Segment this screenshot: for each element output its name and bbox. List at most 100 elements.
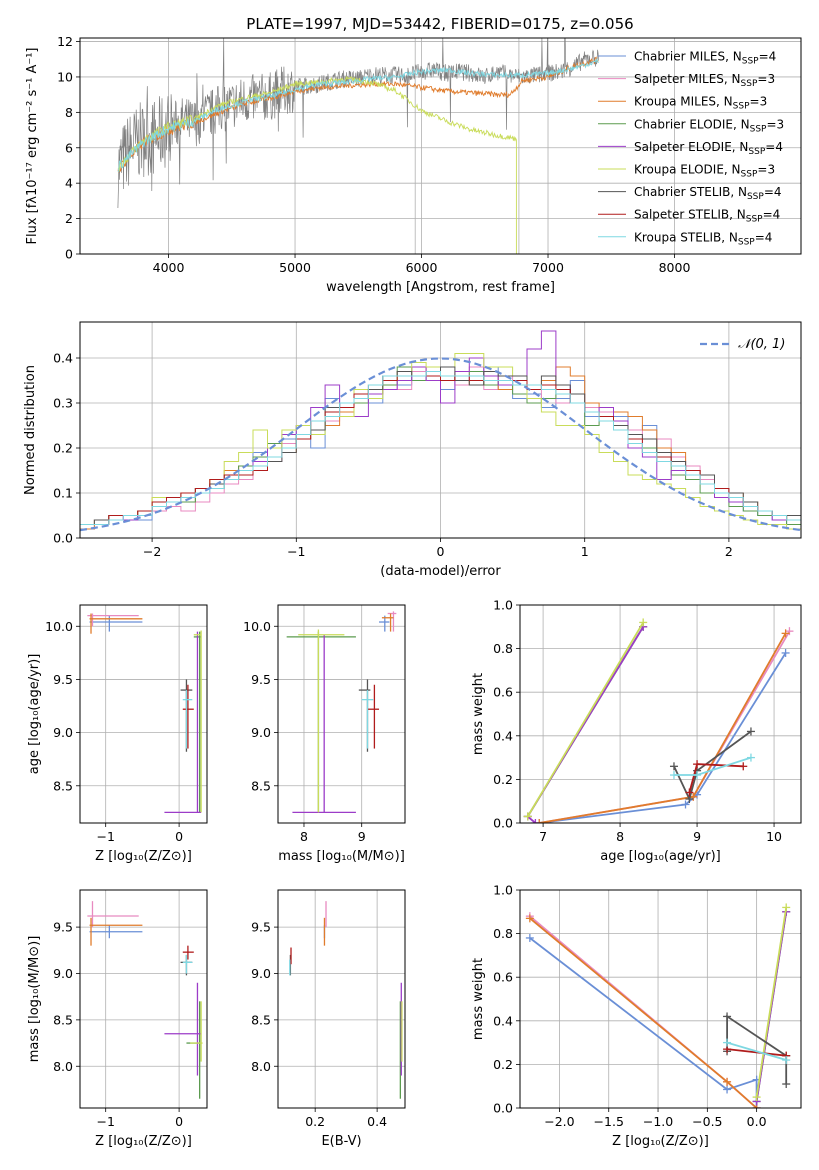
- mass-weight-vs-age-panel: 7 8 9 10 0.0 0.2 0.4 0.6 0.8 1.0 age [log₁₀(age/yr…: [471, 598, 802, 864]
- plot-area: [525, 903, 791, 1108]
- y-tick-label: 0.0: [493, 1101, 513, 1116]
- y-axis-label: mass weight: [471, 958, 486, 1040]
- series-marker: [781, 648, 790, 657]
- x-tick-label: 1: [581, 544, 589, 559]
- series-marker: [535, 819, 544, 823]
- legend-entry: Chabrier MILES, NSSP=4: [634, 50, 776, 67]
- series-marker: [781, 629, 790, 638]
- y-tick-label: 10: [57, 69, 73, 84]
- series-marker: [525, 914, 534, 923]
- residuals-panel: −2 −1 0 1 2 0.0 0.1 0.2 0.3 0.4 (data-model)/error…: [23, 321, 802, 579]
- y-tick-label: 2: [65, 211, 73, 226]
- legend-entry: Salpeter MILES, NSSP=3: [634, 72, 775, 89]
- y-tick-label: 9.5: [251, 672, 271, 687]
- series-line: [117, 56, 599, 174]
- x-tick-label: 0.4: [367, 1114, 387, 1129]
- x-tick-label: 0: [437, 544, 445, 559]
- series-marker: [723, 1038, 732, 1047]
- y-axis-label: age [log₁₀(age/yr)]: [27, 654, 42, 775]
- data-point: [367, 684, 380, 749]
- data-point: [164, 631, 202, 814]
- y-tick-label: 0.4: [493, 728, 513, 743]
- x-axis-label: wavelength [Angstrom, rest frame]: [326, 280, 555, 295]
- plot-area: [117, 38, 599, 254]
- axes-frame: [79, 37, 802, 255]
- axes-frame: [79, 604, 208, 824]
- data-point: [186, 1001, 202, 1099]
- axes-frame: [79, 889, 208, 1109]
- y-tick-label: 9.5: [53, 920, 73, 935]
- legend-entry: Salpeter ELODIE, NSSP=4: [634, 140, 783, 157]
- y-axis-label: mass [log₁₀(M/M⊙)]: [27, 936, 42, 1063]
- x-axis-label: Z [log₁₀(Z/Z⊙)]: [612, 1134, 709, 1149]
- y-tick-label: 9.0: [53, 725, 73, 740]
- y-tick-label: 10.0: [243, 619, 271, 634]
- y-tick-label: 10.0: [45, 619, 73, 634]
- series-marker: [693, 760, 702, 769]
- spectrum-panel: 4000 5000 6000 7000 8000 0 2 4 6 8 10 12 wavelength …: [25, 34, 802, 295]
- series-line: [726, 1041, 787, 1061]
- x-axis-label: age [log₁₀(age/yr)]: [600, 849, 721, 864]
- series-marker: [681, 800, 690, 809]
- y-tick-label: 9.0: [53, 966, 73, 981]
- series-marker: [752, 1093, 761, 1102]
- series-marker: [531, 819, 540, 823]
- x-axis-label: mass [log₁₀(M/M⊙)]: [278, 849, 405, 864]
- y-tick-label: 0.3: [53, 396, 73, 411]
- x-tick-label: −1: [96, 1114, 114, 1129]
- data-point: [358, 679, 371, 752]
- legend-entry: Kroupa ELODIE, NSSP=3: [634, 163, 775, 180]
- x-axis-label: Z [log₁₀(Z/Z⊙)]: [95, 1134, 192, 1149]
- series-line: [539, 632, 787, 823]
- axes-frame: [277, 889, 406, 1109]
- y-tick-label: 0.0: [53, 531, 73, 546]
- age-vs-mass-panel: 8 9 8.5 9.0 9.5 10.0 mass [log₁₀(M/M⊙)]: [243, 604, 406, 864]
- series-marker: [523, 812, 532, 821]
- series-marker: [723, 1077, 732, 1086]
- x-tick-label: 9: [693, 829, 701, 844]
- data-point: [381, 613, 394, 632]
- y-tick-label: 0.2: [493, 1057, 513, 1072]
- data-point: [190, 1001, 203, 1062]
- figure-title: PLATE=1997, MJD=53442, FIBERID=0175, z=0…: [246, 15, 633, 33]
- legend-entry: Chabrier STELIB, NSSP=4: [634, 185, 782, 202]
- data-point: [182, 954, 193, 974]
- x-tick-label: −1: [96, 829, 114, 844]
- plot-area: [80, 330, 801, 538]
- normal-curve: [80, 357, 801, 532]
- plot-area: [87, 613, 202, 814]
- y-tick-label: 0.8: [493, 641, 513, 656]
- x-tick-label: 6000: [406, 260, 438, 275]
- x-tick-label: −2: [143, 544, 161, 559]
- series-line: [117, 75, 517, 254]
- x-tick-label: −1: [287, 544, 305, 559]
- series-marker: [525, 933, 534, 942]
- plot-area: [523, 618, 794, 823]
- data-point: [182, 945, 194, 960]
- series-line: [526, 621, 644, 817]
- series-line: [117, 38, 599, 209]
- series-line: [529, 917, 758, 1108]
- series-marker: [782, 903, 791, 912]
- series-marker: [639, 618, 648, 627]
- series-marker: [739, 762, 748, 771]
- y-tick-label: 9.5: [251, 920, 271, 935]
- plot-area: [87, 901, 203, 1099]
- y-axis-label: Flux [fλ10⁻¹⁷ erg cm⁻² s⁻¹ A⁻¹]: [25, 48, 40, 245]
- series-marker: [782, 1056, 791, 1065]
- y-tick-label: 0.8: [493, 926, 513, 941]
- data-point: [292, 634, 356, 814]
- data-point: [182, 684, 194, 749]
- series-marker: [782, 1080, 791, 1089]
- x-tick-label: −2.0: [544, 1114, 574, 1129]
- series-line: [673, 730, 752, 802]
- x-tick-label: 0: [175, 1114, 183, 1129]
- x-tick-label: 4000: [153, 260, 185, 275]
- legend-entry: 𝒩(0, 1): [738, 337, 785, 352]
- y-tick-label: 9.0: [251, 725, 271, 740]
- axes-frame: [79, 321, 802, 539]
- data-point: [387, 611, 397, 632]
- series-line: [726, 1014, 788, 1084]
- y-tick-label: 8.5: [53, 1012, 73, 1027]
